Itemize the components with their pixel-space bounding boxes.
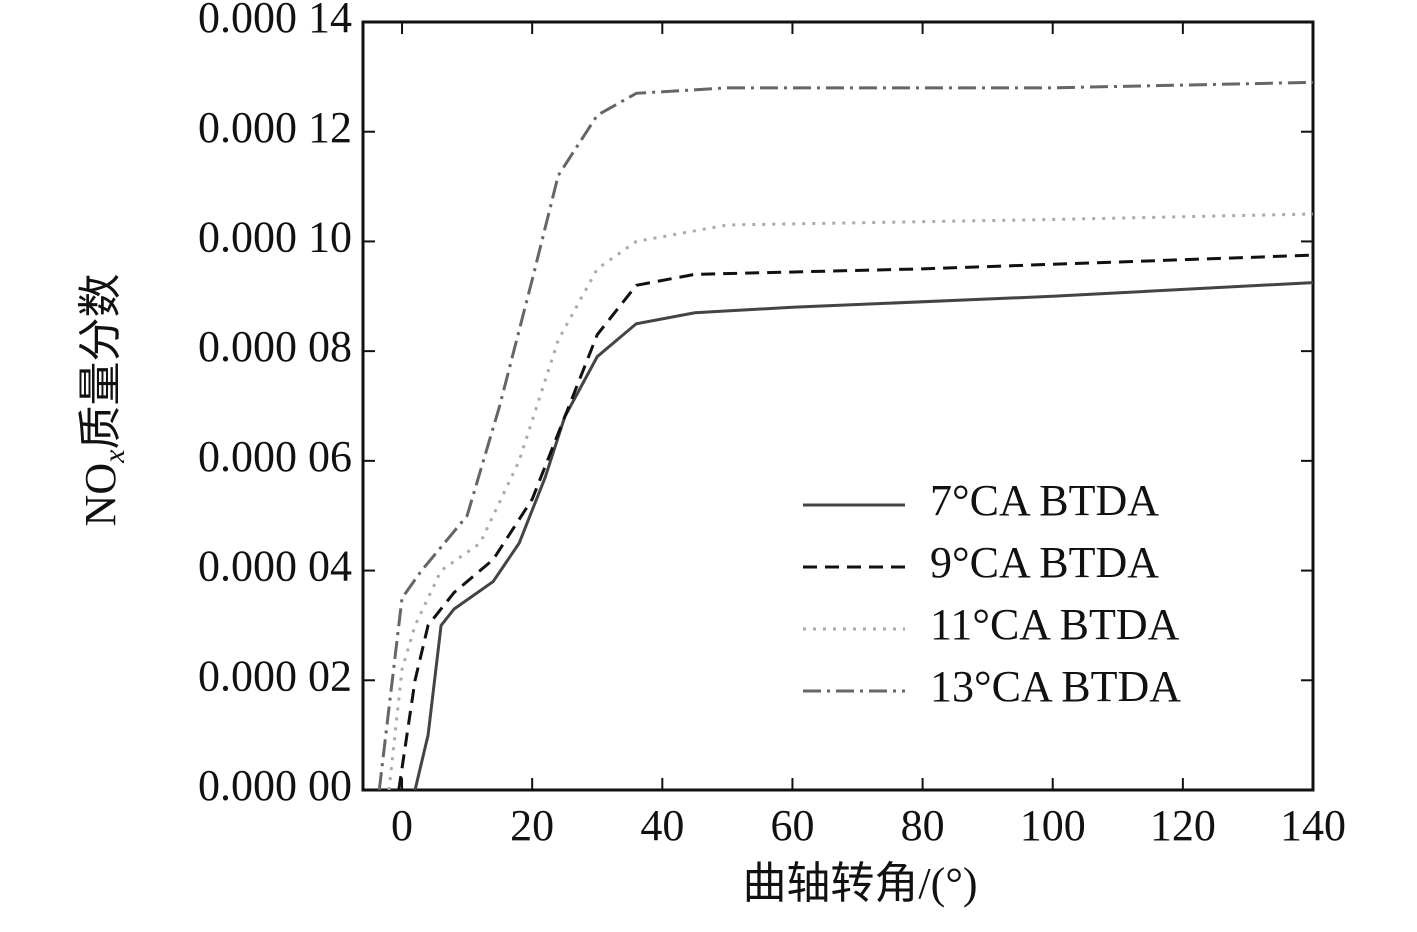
legend-label: 11°CA BTDA [930,600,1180,649]
x-axis-label: 曲轴转角/(°) [742,859,977,908]
plot-frame [361,20,1315,792]
x-tick-label: 100 [1020,801,1086,850]
y-tick-label: 0.000 14 [198,0,352,42]
y-tick-label: 0.000 02 [198,651,352,700]
x-tick-label: 60 [770,801,814,850]
y-tick-label: 0.000 10 [198,213,352,262]
series-line [413,281,1313,790]
series-line [377,80,1313,790]
y-tick-label: 0.000 04 [198,542,352,591]
legend-label: 13°CA BTDA [930,662,1181,711]
x-tick-label: 80 [901,801,945,850]
y-tick-label: 0.000 00 [198,761,352,810]
y-axis-label-sub: x [98,449,131,464]
x-tick-label: 40 [640,801,684,850]
x-tick-label: 0 [391,801,413,850]
series-line [397,253,1313,790]
legend-label: 9°CA BTDA [930,538,1159,587]
y-tick-label: 0.000 08 [198,322,352,371]
series-line [387,212,1313,790]
y-axis-label: NOx质量分数 [76,274,131,527]
x-tick-label: 140 [1280,801,1346,850]
y-tick-label: 0.000 12 [198,103,352,152]
x-tick-label: 120 [1150,801,1216,850]
plot-lines [377,80,1313,790]
y-axis-label-part: NO [76,463,125,527]
x-tick-label: 20 [510,801,554,850]
y-tick-label: 0.000 06 [198,432,352,481]
y-axis-label-part: 质量分数 [76,274,125,450]
legend-label: 7°CA BTDA [930,476,1159,525]
